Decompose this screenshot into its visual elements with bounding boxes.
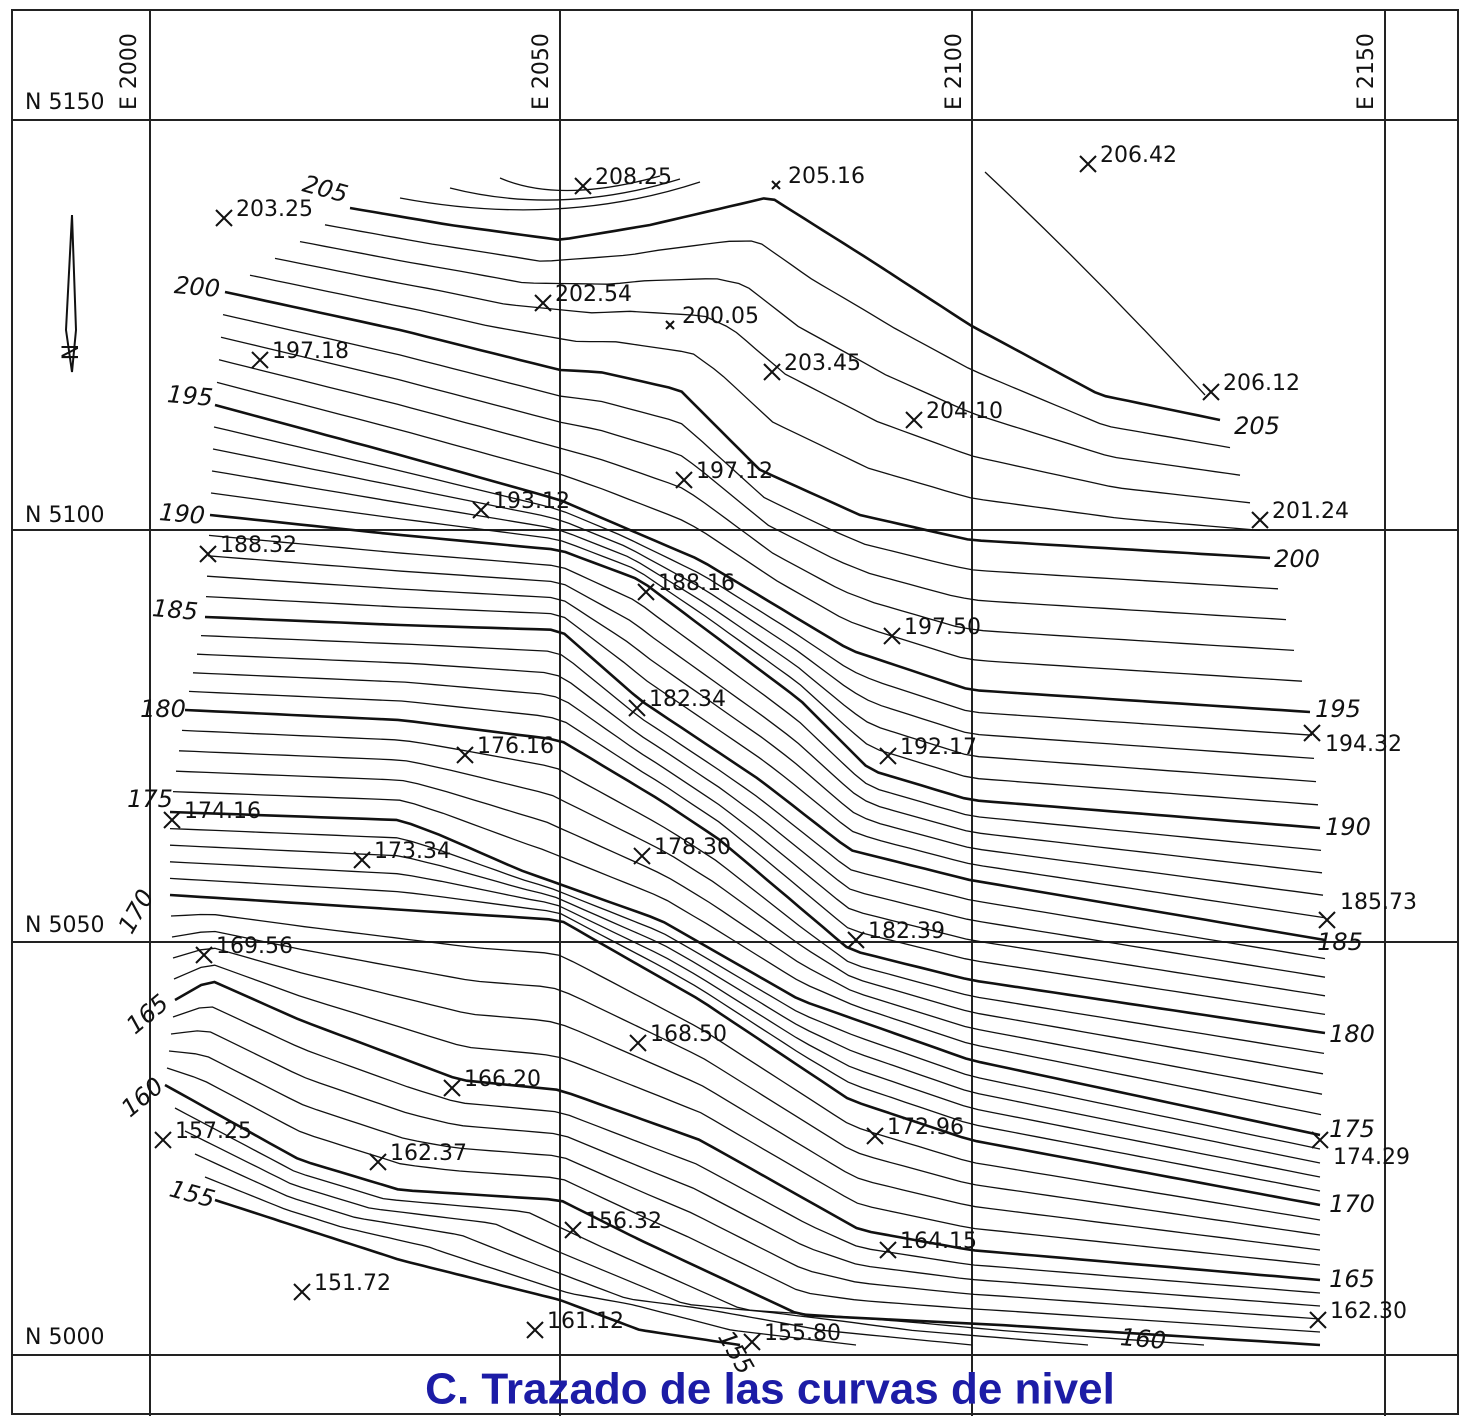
spot-height: 162.37 [390, 1141, 467, 1166]
contour-label: 190 [158, 498, 206, 530]
contour [212, 471, 1316, 782]
spot-height: 188.32 [220, 533, 297, 558]
spot-height: 176.16 [477, 734, 554, 759]
spot-height: 201.24 [1272, 499, 1349, 524]
spot-height: 174.16 [184, 799, 261, 824]
contour-label: 190 [1325, 813, 1371, 841]
contour [172, 932, 1320, 1236]
contour [173, 1007, 1320, 1293]
northing-label: N 5000 [25, 1325, 104, 1350]
contour-label: 170 [113, 885, 160, 939]
contour [170, 829, 1320, 1149]
north-label: N [59, 344, 84, 360]
contour [175, 1108, 1204, 1345]
spot-height: 155.80 [764, 1321, 841, 1346]
easting-label: E 2100 [942, 33, 967, 110]
contour-label: 200 [173, 271, 221, 303]
contour-label: 160 [1119, 1323, 1167, 1355]
spot-height: 203.45 [784, 351, 861, 376]
spot-height: 208.25 [595, 165, 672, 190]
contour [208, 556, 1322, 873]
north-arrow: N [59, 215, 84, 372]
contour-label: 180 [140, 695, 186, 723]
spot-height: 204.10 [926, 399, 1003, 424]
northing-label: N 5050 [25, 913, 104, 938]
caption: C. Trazado de las curvas de nivel [425, 1365, 1115, 1414]
contour [205, 1177, 856, 1345]
easting-label: E 2150 [1354, 33, 1379, 110]
contour-label: 170 [1329, 1190, 1375, 1218]
spot-height: 197.18 [272, 339, 349, 364]
spot-height: 197.50 [904, 615, 981, 640]
spot-height: 169.56 [216, 934, 293, 959]
contour-label: 155 [167, 1175, 218, 1214]
contour-label: 165 [1329, 1265, 1375, 1293]
contour-label: 175 [127, 785, 173, 813]
spot-height: 157.25 [175, 1119, 252, 1144]
easting-label: E 2050 [529, 33, 554, 110]
index-contour [215, 405, 1310, 712]
spot-height: 188.16 [658, 571, 735, 596]
contour-label: 180 [1329, 1020, 1375, 1048]
contour-label: 160 [116, 1072, 169, 1123]
contour [213, 449, 1314, 758]
contour [325, 225, 1230, 448]
northing-label: N 5150 [25, 90, 104, 115]
topographic-map: N N 5150 N 5100 N 5050 N 5000 E 2000 E 2… [0, 0, 1460, 1416]
contour-label: 200 [1274, 545, 1320, 573]
contour-label: 195 [1315, 695, 1361, 723]
spot-height: 193.12 [493, 489, 570, 514]
spot-height: 206.12 [1223, 371, 1300, 396]
contour-label: 165 [121, 989, 174, 1040]
easting-label: E 2000 [117, 33, 142, 110]
spot-height: 178.30 [654, 835, 731, 860]
contour [300, 242, 1240, 476]
spot-height: 202.54 [555, 282, 632, 307]
spot-height: 206.42 [1100, 143, 1177, 168]
spot-height: 173.34 [374, 839, 451, 864]
spot-height: 168.50 [650, 1022, 727, 1047]
spot-height: 182.34 [649, 687, 726, 712]
page: {"map": { "eastings": ["E 2000", "E 2050… [0, 0, 1460, 1416]
index-contour [175, 982, 1320, 1280]
contour [176, 771, 1322, 1094]
contour [174, 965, 1320, 1265]
spot-height: 174.29 [1333, 1145, 1410, 1170]
contour [985, 172, 1205, 395]
spot-height: 197.12 [696, 459, 773, 484]
spot-height: 192.17 [900, 735, 977, 760]
spot-height: 164.15 [900, 1229, 977, 1254]
northing-label: N 5100 [25, 503, 104, 528]
contour-label: 195 [166, 380, 214, 412]
contour-label: 205 [1234, 412, 1280, 440]
contour [211, 493, 1318, 805]
spot-height: 156.32 [585, 1209, 662, 1234]
spot-height: 185.73 [1340, 890, 1417, 915]
spot-height: 182.39 [868, 919, 945, 944]
contour-label: 185 [151, 594, 199, 626]
spot-height: 162.30 [1330, 1299, 1407, 1324]
spot-height: 205.16 [788, 164, 865, 189]
spot-height: 166.20 [464, 1067, 541, 1092]
contour [170, 845, 1320, 1163]
index-contour [350, 198, 1220, 420]
contour [219, 360, 1294, 651]
spot-height: 194.32 [1325, 732, 1402, 757]
spot-height: 161.12 [547, 1309, 624, 1334]
spot-height: 172.96 [887, 1115, 964, 1140]
spot-height: 203.25 [236, 197, 313, 222]
spot-heights: 203.25 208.25 205.16 206.42 202.54 200.05 197.… [155, 143, 1417, 1350]
contour-label: 175 [1329, 1115, 1375, 1143]
spot-height: 200.05 [682, 304, 759, 329]
contour [201, 636, 1325, 959]
spot-height: 151.72 [314, 1271, 391, 1296]
contour-label: 185 [1317, 928, 1363, 956]
contour [173, 792, 1321, 1115]
